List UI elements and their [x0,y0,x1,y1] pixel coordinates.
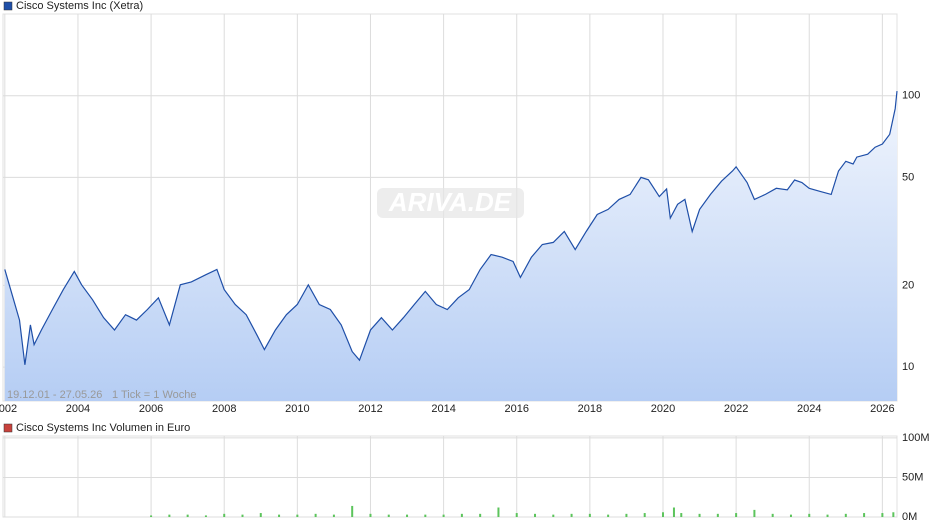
volume-bar [259,513,262,517]
x-tick-label: 2010 [285,403,309,415]
volume-bar [672,507,675,517]
y-tick-label: 100 [902,90,920,102]
price-layer: 2002200420062008201020122014201620182020… [0,14,920,415]
volume-bar [881,513,884,517]
x-tick-label: 2014 [431,403,455,415]
volume-bar [698,513,701,517]
watermark-box [377,188,524,218]
volume-bar [808,513,811,517]
volume-bar [186,514,189,517]
volume-bar [661,512,664,517]
legend-swatch [3,423,13,433]
volume-bar [716,513,719,517]
volume-bar [515,513,518,517]
x-tick-label: 2018 [578,403,602,415]
volume-bar [314,513,317,517]
annotation: 19.12.01 - 27.05.26 [7,389,102,401]
x-tick-label: 2008 [212,403,236,415]
volume-bar [204,515,207,517]
y-tick-label: 20 [902,279,914,291]
y-tick-label: 100M [902,432,930,444]
x-tick-label: 2006 [139,403,163,415]
volume-bar [460,513,463,517]
volume-layer: 0M 50M 100M [3,432,930,523]
volume-bar [588,513,591,517]
y-tick-label: 50 [902,171,914,183]
watermark: ARIVA.DE [388,187,512,217]
volume-bar [552,514,555,517]
volume-bar [625,513,628,517]
volume-bar [223,513,226,517]
volume-bar [387,514,390,517]
volume-bar [332,514,335,517]
volume-bar [479,513,482,517]
x-tick-label: 2012 [358,403,382,415]
x-tick-label: 2004 [66,403,90,415]
volume-bar [789,514,792,517]
volume-bar [771,513,774,517]
volume-bar [892,512,895,517]
x-tick-label: 2020 [651,403,675,415]
volume-bar [844,513,847,517]
y-tick-label: 10 [902,361,914,373]
volume-bar [607,514,610,517]
volume-bar [150,515,153,517]
volume-bar [278,514,281,517]
volume-bar [534,513,537,517]
annotation: 1 Tick = 1 Woche [112,389,196,401]
x-tick-label: 2026 [870,403,894,415]
volume-bar [826,514,829,517]
volume-bar [424,514,427,517]
volume-bar [369,513,372,517]
volume-bar [406,514,409,517]
volume-bar [735,513,738,517]
legend-label: Cisco Systems Inc (Xetra) [16,0,143,12]
y-tick-label: 50M [902,471,923,483]
volume-bar [753,509,756,517]
volume-bar [351,505,354,517]
x-tick-label: 2002 [0,403,17,415]
area-fill [4,91,898,401]
volume-plot [2,435,898,518]
x-tick-label: 2024 [797,403,821,415]
volume-bar [168,514,171,517]
volume-bar [680,513,683,517]
volume-bar [442,514,445,517]
volume-bar [497,507,500,517]
legend-label: Cisco Systems Inc Volumen in Euro [16,422,190,434]
x-tick-label: 2022 [724,403,748,415]
x-tick-label: 2016 [504,403,528,415]
volume-bar [241,514,244,517]
volume-bar [296,514,299,517]
volume-bar [863,513,866,517]
price-line [4,91,898,365]
y-tick-label: 0M [902,511,917,523]
volume-bar [643,513,646,517]
volume-bar [570,513,573,517]
legend-swatch [3,1,13,11]
